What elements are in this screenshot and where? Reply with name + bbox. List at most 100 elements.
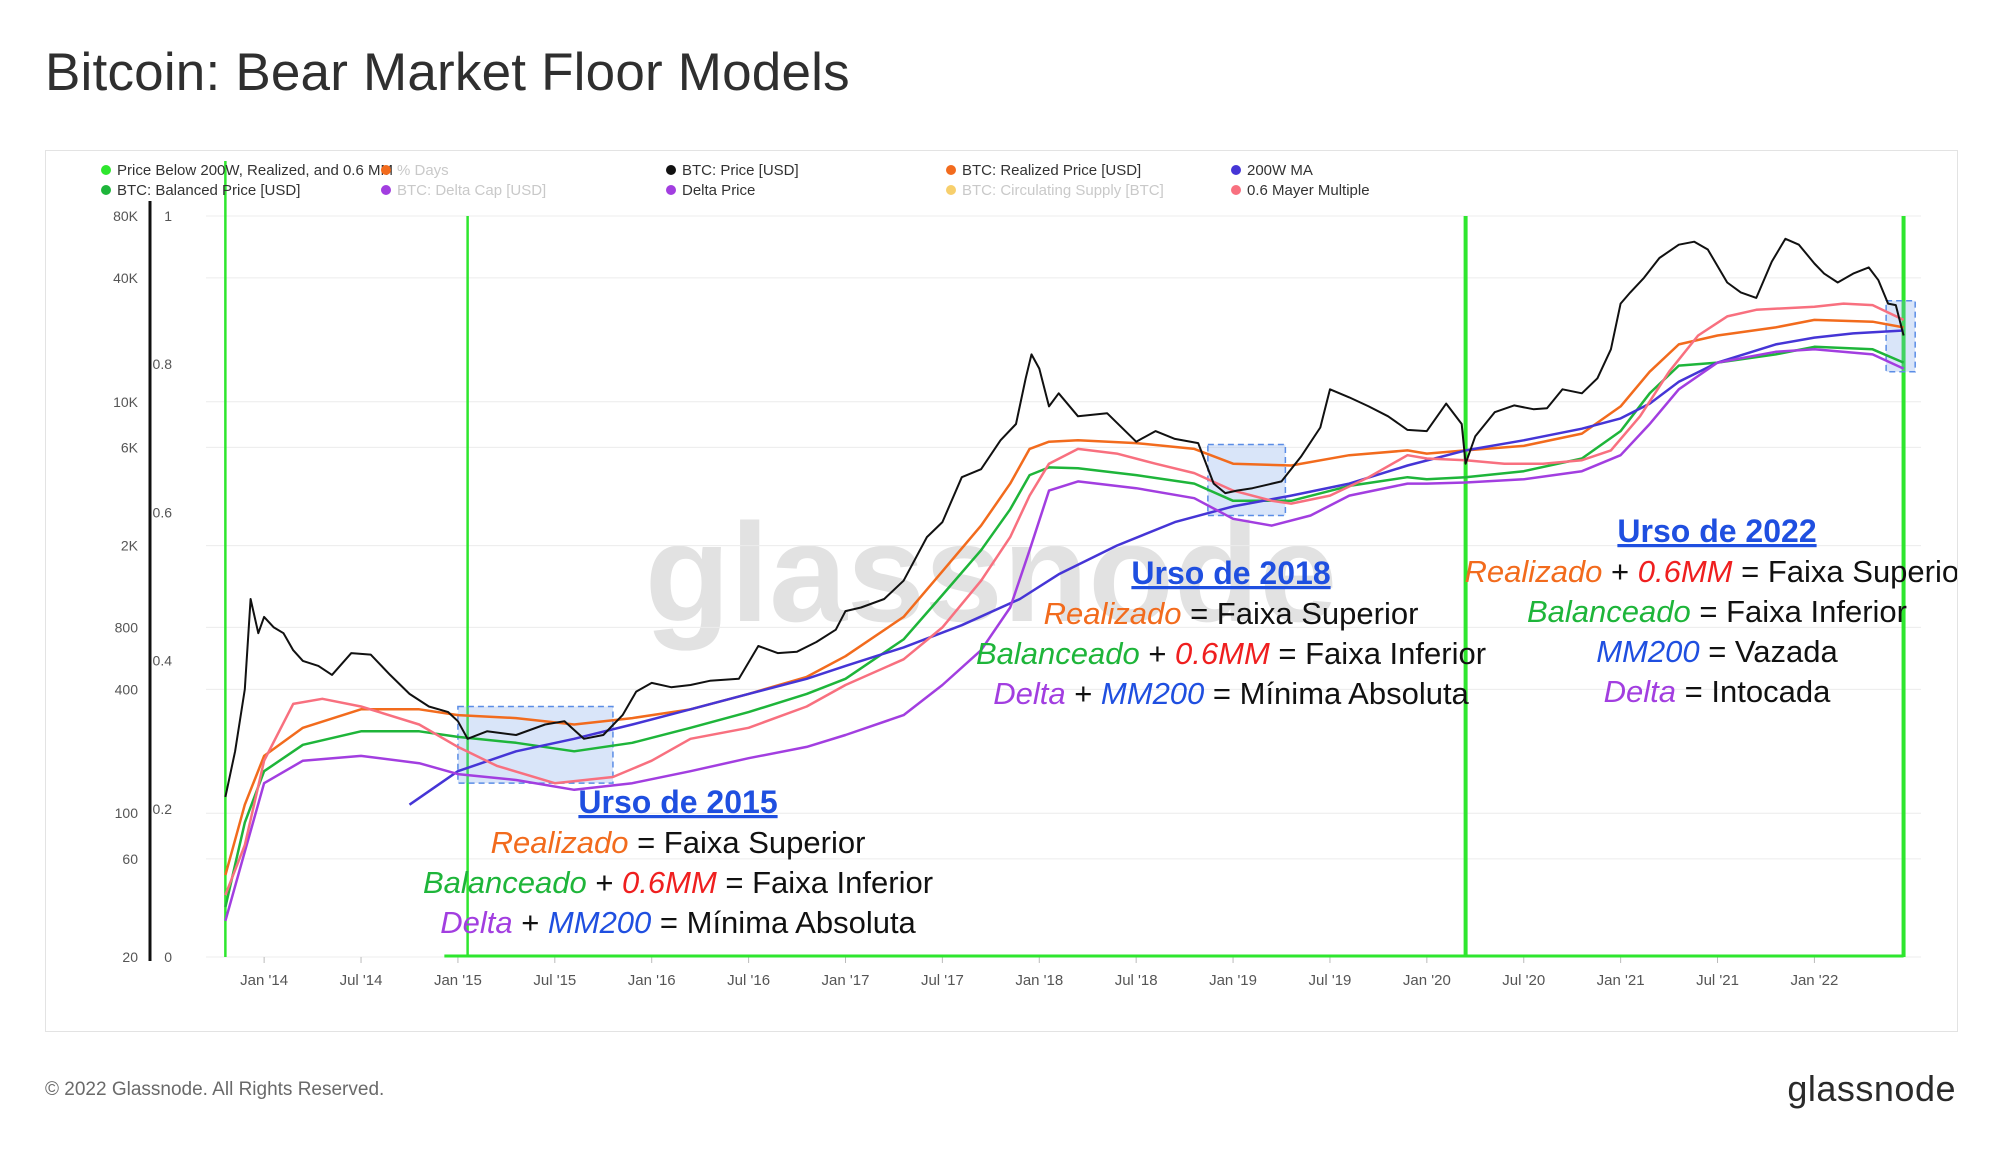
x-axis-tick-label: Jan '19 xyxy=(1209,972,1257,989)
annotation-line: Realizado = Faixa Superior xyxy=(1044,596,1419,631)
annotation-term: + xyxy=(1140,636,1175,671)
annotation-term: = Intocada xyxy=(1676,674,1831,709)
y2-axis-tick-label: 0.6 xyxy=(153,504,173,520)
annotation-term: + xyxy=(1066,676,1101,711)
annotation-term: MM200 xyxy=(1101,676,1204,711)
annotation-term: Delta xyxy=(1604,674,1676,709)
annotation-term: Realizado xyxy=(491,825,629,860)
annotation-term: Realizado xyxy=(1465,554,1603,589)
legend-item-label: Price Below 200W, Realized, and 0.6 MM xyxy=(117,162,393,179)
legend-swatch xyxy=(666,165,676,175)
annotation-term: 0.6MM xyxy=(1175,636,1270,671)
footer-copyright: © 2022 Glassnode. All Rights Reserved. xyxy=(45,1079,385,1100)
annotation-term: Realizado xyxy=(1044,596,1182,631)
legend-item-label: Delta Price xyxy=(682,182,755,199)
annotation-line: Delta + MM200 = Mínima Absoluta xyxy=(440,905,916,940)
annotation-term: = Vazada xyxy=(1700,634,1839,669)
y2-axis-tick-label: 0.4 xyxy=(153,653,173,669)
annotation-term: Balanceado xyxy=(976,636,1140,671)
chart-canvas[interactable]: glassnode 20 60 100 400 800 2K 6K 10K 40K 80K 0 0.2 0… xyxy=(46,151,1957,1031)
page-title: Bitcoin: Bear Market Floor Models xyxy=(45,43,850,102)
y-axis-tick-label: 40K xyxy=(113,270,139,286)
legend-swatch xyxy=(946,185,956,195)
annotation-block: Urso de 2022 Realizado + 0.6MM = Faixa Su… xyxy=(1465,513,1957,709)
annotation-block: Urso de 2018 Realizado = Faixa Superior Ba… xyxy=(976,555,1486,711)
x-axis-tick-label: Jul '21 xyxy=(1696,972,1739,989)
annotation-line: Realizado = Faixa Superior xyxy=(491,825,866,860)
legend-swatch xyxy=(101,165,111,175)
annotation-term: = Faixa Superior xyxy=(628,825,865,860)
annotation-term: = Faixa Superior xyxy=(1181,596,1418,631)
x-axis-tick-label: Jul '20 xyxy=(1502,972,1545,989)
annotation-line: Balanceado + 0.6MM = Faixa Inferior xyxy=(976,636,1486,671)
y-axis-tick-label: 100 xyxy=(115,805,139,821)
y-axis-tick-label: 400 xyxy=(115,681,139,697)
x-axis-tick-label: Jul '15 xyxy=(533,972,576,989)
y2-axis-tick-label: 0.8 xyxy=(153,356,173,372)
annotation-term: Delta xyxy=(440,905,512,940)
legend-item-label: % Days xyxy=(397,162,449,179)
legend-swatch xyxy=(666,185,676,195)
y-axis-tick-label: 6K xyxy=(121,439,139,455)
glassnode-logo[interactable]: glassnode xyxy=(1787,1068,1956,1109)
annotation-heading: Urso de 2018 xyxy=(1131,555,1330,591)
legend-swatch xyxy=(381,165,391,175)
annotation-term: 0.6MM xyxy=(622,865,717,900)
annotation-heading: Urso de 2015 xyxy=(578,784,777,820)
annotation-term: = Mínima Absoluta xyxy=(651,905,916,940)
y2-axis-tick-label: 0.2 xyxy=(153,801,173,817)
x-axis-tick-label: Jan '22 xyxy=(1790,972,1838,989)
x-axis-tick-label: Jan '17 xyxy=(822,972,870,989)
annotation-term: + xyxy=(587,865,622,900)
series-line xyxy=(408,329,1904,806)
x-axis-tick-label: Jul '18 xyxy=(1115,972,1158,989)
annotation-line: MM200 = Vazada xyxy=(1596,634,1838,669)
series-line xyxy=(224,318,1904,876)
annotation-term: Delta xyxy=(993,676,1065,711)
x-axis-tick-label: Jul '17 xyxy=(921,972,964,989)
y-axis-tick-label: 10K xyxy=(113,394,139,410)
y2-axis-tick-label: 1 xyxy=(164,208,172,224)
annotation-line: Delta + MM200 = Mínima Absoluta xyxy=(993,676,1469,711)
annotation-block: Urso de 2015 Realizado = Faixa Superior Ba… xyxy=(423,784,933,940)
annotation-term: = Faixa Inferior xyxy=(717,865,933,900)
annotation-line: Balanceado = Faixa Inferior xyxy=(1527,594,1907,629)
x-axis-tick-label: Jan '14 xyxy=(240,972,288,989)
y-axis-tick-label: 20 xyxy=(122,949,138,965)
annotation-term: MM200 xyxy=(1596,634,1699,669)
annotation-term: Balanceado xyxy=(423,865,587,900)
x-axis-tick-label: Jan '16 xyxy=(628,972,676,989)
y-axis-tick-label: 800 xyxy=(115,619,139,635)
annotation-term: + xyxy=(1602,554,1637,589)
annotation-line: Delta = Intocada xyxy=(1604,674,1831,709)
annotation-line: Balanceado + 0.6MM = Faixa Inferior xyxy=(423,865,933,900)
y-axis-tick-label: 80K xyxy=(113,208,139,224)
y2-axis-tick-label: 0 xyxy=(164,949,172,965)
annotation-term: = Mínima Absoluta xyxy=(1204,676,1469,711)
annotation-heading: Urso de 2022 xyxy=(1617,513,1816,549)
annotation-line: Realizado + 0.6MM = Faixa Superior xyxy=(1465,554,1957,589)
chart-panel: glassnode 20 60 100 400 800 2K 6K 10K 40K 80K 0 0.2 0… xyxy=(45,150,1958,1032)
legend-swatch xyxy=(101,185,111,195)
legend-swatch xyxy=(946,165,956,175)
annotation-term: Balanceado xyxy=(1527,594,1691,629)
x-axis-tick-label: Jul '16 xyxy=(727,972,770,989)
x-axis-tick-label: Jul '19 xyxy=(1309,972,1352,989)
y-axis-tick-label: 2K xyxy=(121,538,139,554)
series-line xyxy=(224,237,1905,798)
series-line xyxy=(224,345,1905,908)
annotation-term: = Faixa Inferior xyxy=(1691,594,1907,629)
x-axis-tick-label: Jan '21 xyxy=(1597,972,1645,989)
y-axis-tick-label: 60 xyxy=(122,851,138,867)
series-line xyxy=(224,302,1905,896)
series-line xyxy=(224,348,1905,922)
x-axis-tick-label: Jan '20 xyxy=(1403,972,1451,989)
watermark: glassnode xyxy=(645,494,1337,651)
legend-item-label: BTC: Circulating Supply [BTC] xyxy=(962,182,1164,199)
annotation-term: = Faixa Superior xyxy=(1733,554,1957,589)
x-axis-tick-label: Jan '15 xyxy=(434,972,482,989)
legend-item-label: BTC: Price [USD] xyxy=(682,162,799,179)
x-axis-tick-label: Jan '18 xyxy=(1015,972,1063,989)
legend-item-label: 200W MA xyxy=(1247,162,1313,179)
legend-item-label: BTC: Realized Price [USD] xyxy=(962,162,1141,179)
